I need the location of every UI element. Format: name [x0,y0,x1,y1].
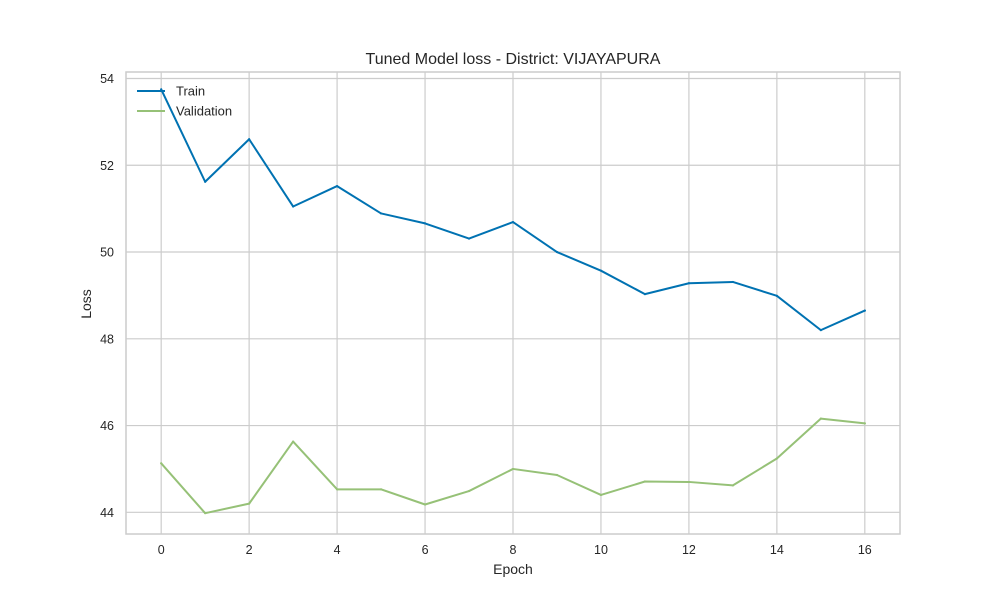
data-point-validation [643,480,647,483]
data-point-validation [775,457,778,460]
data-point-validation [379,488,383,491]
x-tick-label: 14 [770,543,784,557]
data-point-train [379,212,383,215]
x-tick-label: 6 [422,543,429,557]
data-point-train [511,220,515,224]
data-point-train [423,222,427,225]
grid [126,72,900,534]
y-axis-label: Loss [78,289,94,319]
x-tick-label: 12 [682,543,696,557]
data-point-validation [160,462,163,465]
data-point-train [467,237,471,240]
y-tick-label: 44 [100,506,114,520]
data-point-train [599,269,603,272]
data-point-validation [248,502,251,505]
data-point-train [775,294,778,297]
data-point-validation [555,473,559,477]
data-point-validation [423,503,427,506]
data-point-train [555,250,559,254]
y-tick-label: 54 [100,72,114,86]
data-point-validation [687,480,691,484]
data-point-train [204,180,207,183]
data-point-train [863,309,866,312]
legend: Train Validation [137,84,232,119]
chart-title: Tuned Model loss - District: VIJAYAPURA [366,51,661,68]
data-point-validation [599,493,603,497]
y-tick-label: 50 [100,246,114,260]
y-tick-label: 48 [100,332,114,346]
data-point-validation [511,467,515,471]
data-point-validation [335,488,339,491]
x-tick-label: 8 [510,543,517,557]
data-point-train [819,329,822,332]
data-point-validation [863,422,866,425]
data-point-train [292,205,295,208]
y-tick-label: 52 [100,159,114,173]
x-tick-labels: 0 2 4 6 8 10 12 14 16 [158,543,872,557]
data-point-validation [467,489,471,493]
series-layer [160,88,866,515]
x-axis-label: Epoch [493,561,533,577]
data-point-train [643,293,647,296]
legend-label-train: Train [176,84,205,99]
plot-frame [125,71,901,535]
data-point-validation [731,484,734,487]
x-tick-label: 2 [246,543,253,557]
data-point-train [160,88,163,91]
data-point-train [335,184,339,188]
data-point-train [731,280,734,284]
y-tick-labels: 44 46 48 50 52 54 [100,72,114,520]
x-tick-label: 4 [334,543,341,557]
x-tick-label: 10 [594,543,608,557]
legend-label-validation: Validation [176,104,232,119]
data-point-validation [292,440,295,443]
data-point-validation [819,417,822,420]
y-tick-label: 46 [100,419,114,433]
data-point-train [248,138,251,141]
x-tick-label: 0 [158,543,165,557]
data-point-validation [204,512,207,515]
x-tick-label: 16 [858,543,872,557]
data-point-train [687,282,691,285]
